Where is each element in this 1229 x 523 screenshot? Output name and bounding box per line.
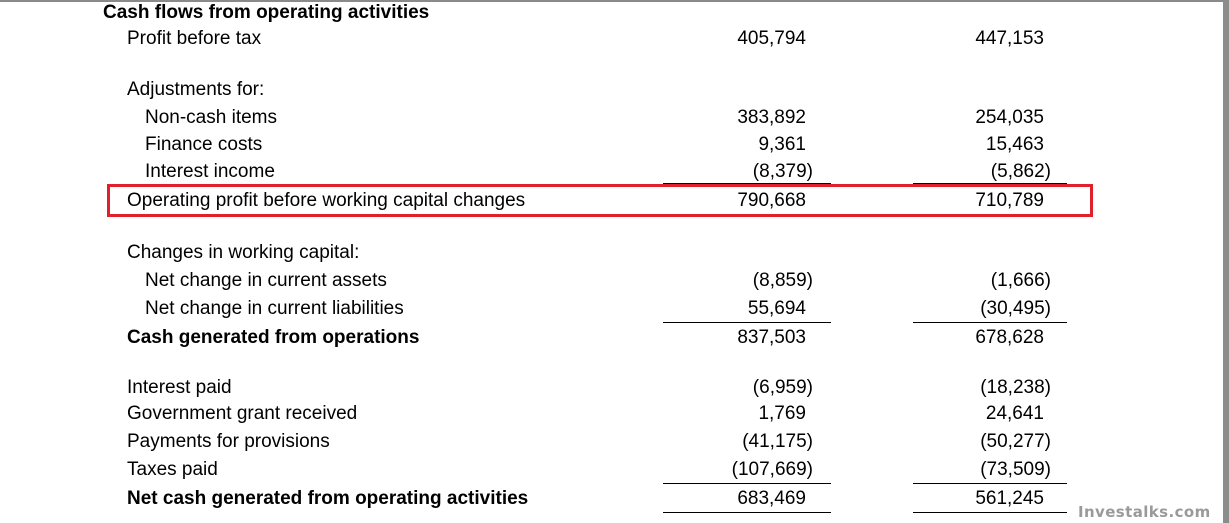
value-current-year: 383,892 (737, 107, 806, 128)
value-prior-year: 710,789 (975, 190, 1044, 211)
value-prior-year: 678,628 (975, 327, 1044, 348)
value-prior-year: (1,666) (990, 270, 1051, 291)
row-label: Cash generated from operations (127, 327, 420, 348)
value-prior-year: (30,495) (980, 298, 1051, 319)
section-heading-row: Cash flows from operating activities (0, 0, 1223, 26)
highlight-box (107, 184, 1093, 217)
row-current-assets: Net change in current assets (8,859) (1,… (0, 268, 1223, 294)
subsection-heading: Adjustments for: (127, 79, 265, 100)
row-adjustments-header: Adjustments for: (0, 77, 1223, 103)
value-current-year: 1,769 (758, 403, 806, 424)
row-label: Interest income (145, 161, 275, 182)
row-current-liabilities: Net change in current liabilities 55,694… (0, 296, 1223, 322)
row-operating-profit: Operating profit before working capital … (0, 188, 1223, 214)
value-prior-year: 254,035 (975, 107, 1044, 128)
value-prior-year: (18,238) (980, 377, 1051, 398)
row-label: Taxes paid (127, 459, 218, 480)
page-right-border (1223, 0, 1229, 523)
value-current-year: 837,503 (737, 327, 806, 348)
row-label: Net cash generated from operating activi… (127, 488, 529, 509)
subsection-heading: Changes in working capital: (127, 242, 360, 263)
value-current-year: 55,694 (747, 298, 806, 319)
row-taxes-paid: Taxes paid (107,669) (73,509) (0, 457, 1223, 483)
total-rule (663, 512, 831, 513)
row-label: Non-cash items (145, 107, 277, 128)
value-prior-year: (50,277) (980, 431, 1051, 452)
row-cash-generated: Cash generated from operations 837,503 6… (0, 325, 1223, 351)
subtotal-rule (913, 183, 1067, 184)
row-label: Payments for provisions (127, 431, 330, 452)
total-rule (913, 512, 1067, 513)
row-interest-paid: Interest paid (6,959) (18,238) (0, 375, 1223, 401)
value-current-year: (41,175) (742, 431, 813, 452)
value-current-year: (107,669) (731, 459, 813, 480)
watermark-text: Investalks.com (1078, 503, 1211, 521)
value-prior-year: 15,463 (985, 134, 1044, 155)
row-label: Interest paid (127, 377, 232, 398)
value-prior-year: 561,245 (975, 488, 1044, 509)
row-working-capital-header: Changes in working capital: (0, 240, 1223, 266)
value-current-year: (6,959) (752, 377, 813, 398)
row-label: Net change in current liabilities (145, 298, 404, 319)
row-provisions: Payments for provisions (41,175) (50,277… (0, 429, 1223, 455)
subtotal-rule (663, 483, 831, 484)
value-current-year: (8,859) (752, 270, 813, 291)
section-heading: Cash flows from operating activities (103, 2, 430, 23)
row-label: Operating profit before working capital … (127, 190, 526, 211)
row-interest-income: Interest income (8,379) (5,862) (0, 159, 1223, 185)
row-non-cash-items: Non-cash items 383,892 254,035 (0, 105, 1223, 131)
row-label: Government grant received (127, 403, 358, 424)
subtotal-rule (913, 322, 1067, 323)
value-current-year: 683,469 (737, 488, 806, 509)
row-finance-costs: Finance costs 9,361 15,463 (0, 132, 1223, 158)
row-label: Net change in current assets (145, 270, 387, 291)
value-current-year: 790,668 (737, 190, 806, 211)
subtotal-rule (663, 183, 831, 184)
value-prior-year: (5,862) (990, 161, 1051, 182)
page-top-border (0, 0, 1229, 2)
value-current-year: 9,361 (758, 134, 806, 155)
row-net-cash: Net cash generated from operating activi… (0, 486, 1223, 512)
row-label: Profit before tax (127, 28, 262, 49)
subtotal-rule (913, 483, 1067, 484)
value-current-year: 405,794 (737, 28, 806, 49)
row-government-grant: Government grant received 1,769 24,641 (0, 401, 1223, 427)
value-prior-year: 447,153 (975, 28, 1044, 49)
row-label: Finance costs (145, 134, 263, 155)
row-profit-before-tax: Profit before tax 405,794 447,153 (0, 26, 1223, 52)
value-current-year: (8,379) (752, 161, 813, 182)
subtotal-rule (663, 322, 831, 323)
value-prior-year: 24,641 (985, 403, 1044, 424)
value-prior-year: (73,509) (980, 459, 1051, 480)
